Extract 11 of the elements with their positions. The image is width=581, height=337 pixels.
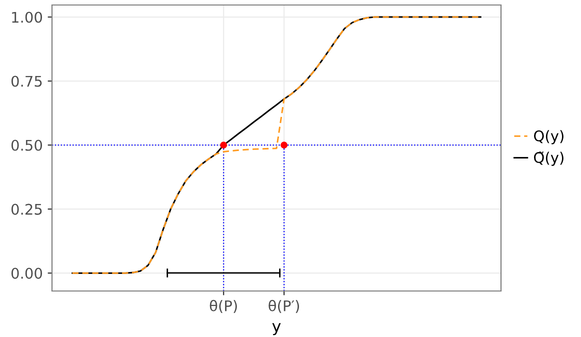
legend-label: Q̃(y): [534, 152, 564, 166]
x-tick-label: θ(P′): [268, 300, 300, 314]
y-tick-label: 1.00: [12, 12, 42, 23]
x-axis-title: y: [272, 323, 281, 336]
y-tick-label: 0.75: [11, 76, 42, 87]
y-tick-label: 0.50: [11, 140, 42, 151]
y-tick-label: 0.00: [11, 268, 42, 279]
legend-label: Q(y): [534, 130, 564, 144]
x-tick-label: θ(P): [210, 300, 237, 314]
line-series: [72, 16, 482, 274]
y-tick-label: 0.25: [11, 204, 42, 215]
